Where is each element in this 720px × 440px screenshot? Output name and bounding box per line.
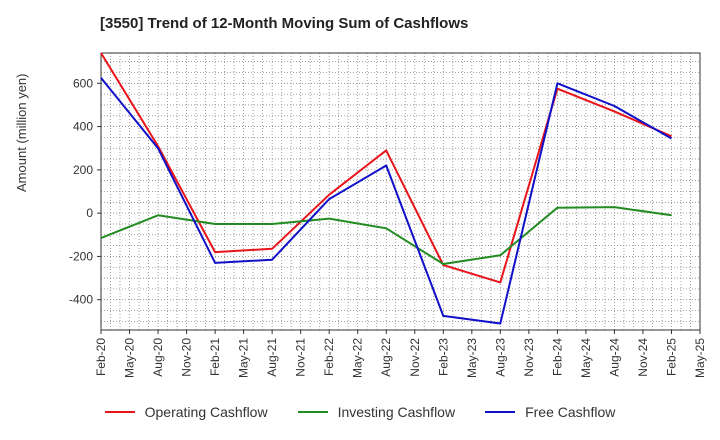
x-tick-label: Nov-20 (180, 338, 194, 377)
x-tick-label: Nov-22 (408, 338, 422, 377)
x-tick-label: May-21 (237, 338, 251, 378)
x-tick-label: May-25 (693, 338, 707, 378)
y-tick-label: 0 (86, 206, 93, 220)
legend-item-investing-cashflow: Investing Cashflow (297, 404, 456, 420)
series-line-free-cashflow (100, 77, 672, 325)
series-line-investing-cashflow (100, 206, 672, 265)
x-tick-label: Feb-22 (322, 338, 336, 376)
legend-swatch (485, 411, 516, 413)
plot-area (101, 53, 700, 330)
legend-label: Investing Cashflow (337, 404, 456, 420)
x-tick-label: Aug-20 (151, 338, 165, 377)
x-tick-label: Aug-24 (607, 338, 621, 377)
legend-swatch (297, 411, 328, 413)
legend: Operating Cashflow Investing Cashflow Free… (0, 404, 720, 420)
x-tick-label: Feb-24 (550, 338, 564, 376)
x-tick-label: Feb-21 (208, 338, 222, 376)
legend-swatch (104, 411, 135, 413)
x-tick-label: Feb-25 (664, 338, 678, 376)
y-tick-label: 600 (73, 76, 93, 90)
series-line-operating-cashflow (100, 52, 672, 284)
plot-frame (100, 52, 701, 331)
x-tick-label: May-22 (351, 338, 365, 378)
legend-label: Free Cashflow (525, 404, 616, 420)
chart-title: [3550] Trend of 12-Month Moving Sum of C… (100, 15, 469, 32)
x-tick-label: May-24 (579, 338, 593, 378)
legend-item-free-cashflow: Free Cashflow (485, 404, 615, 420)
x-tick-label: Feb-23 (436, 338, 450, 376)
legend-item-operating-cashflow: Operating Cashflow (104, 404, 268, 420)
x-tick-label: Aug-23 (493, 338, 507, 377)
y-tick-label: -200 (69, 249, 93, 263)
x-tick-label: Feb-20 (94, 338, 108, 376)
y-tick-label: 400 (73, 120, 93, 134)
legend-label: Operating Cashflow (144, 404, 268, 420)
x-tick-label: May-23 (465, 338, 479, 378)
x-tick-label: Nov-24 (636, 338, 650, 377)
y-tick-label: 200 (73, 163, 93, 177)
x-tick-label: Nov-23 (522, 338, 536, 377)
x-tick-label: Nov-21 (294, 338, 308, 377)
x-tick-label: Aug-21 (265, 338, 279, 377)
x-tick-label: Aug-22 (379, 338, 393, 377)
y-tick-label: -400 (69, 293, 93, 307)
x-tick-label: May-20 (123, 338, 137, 378)
